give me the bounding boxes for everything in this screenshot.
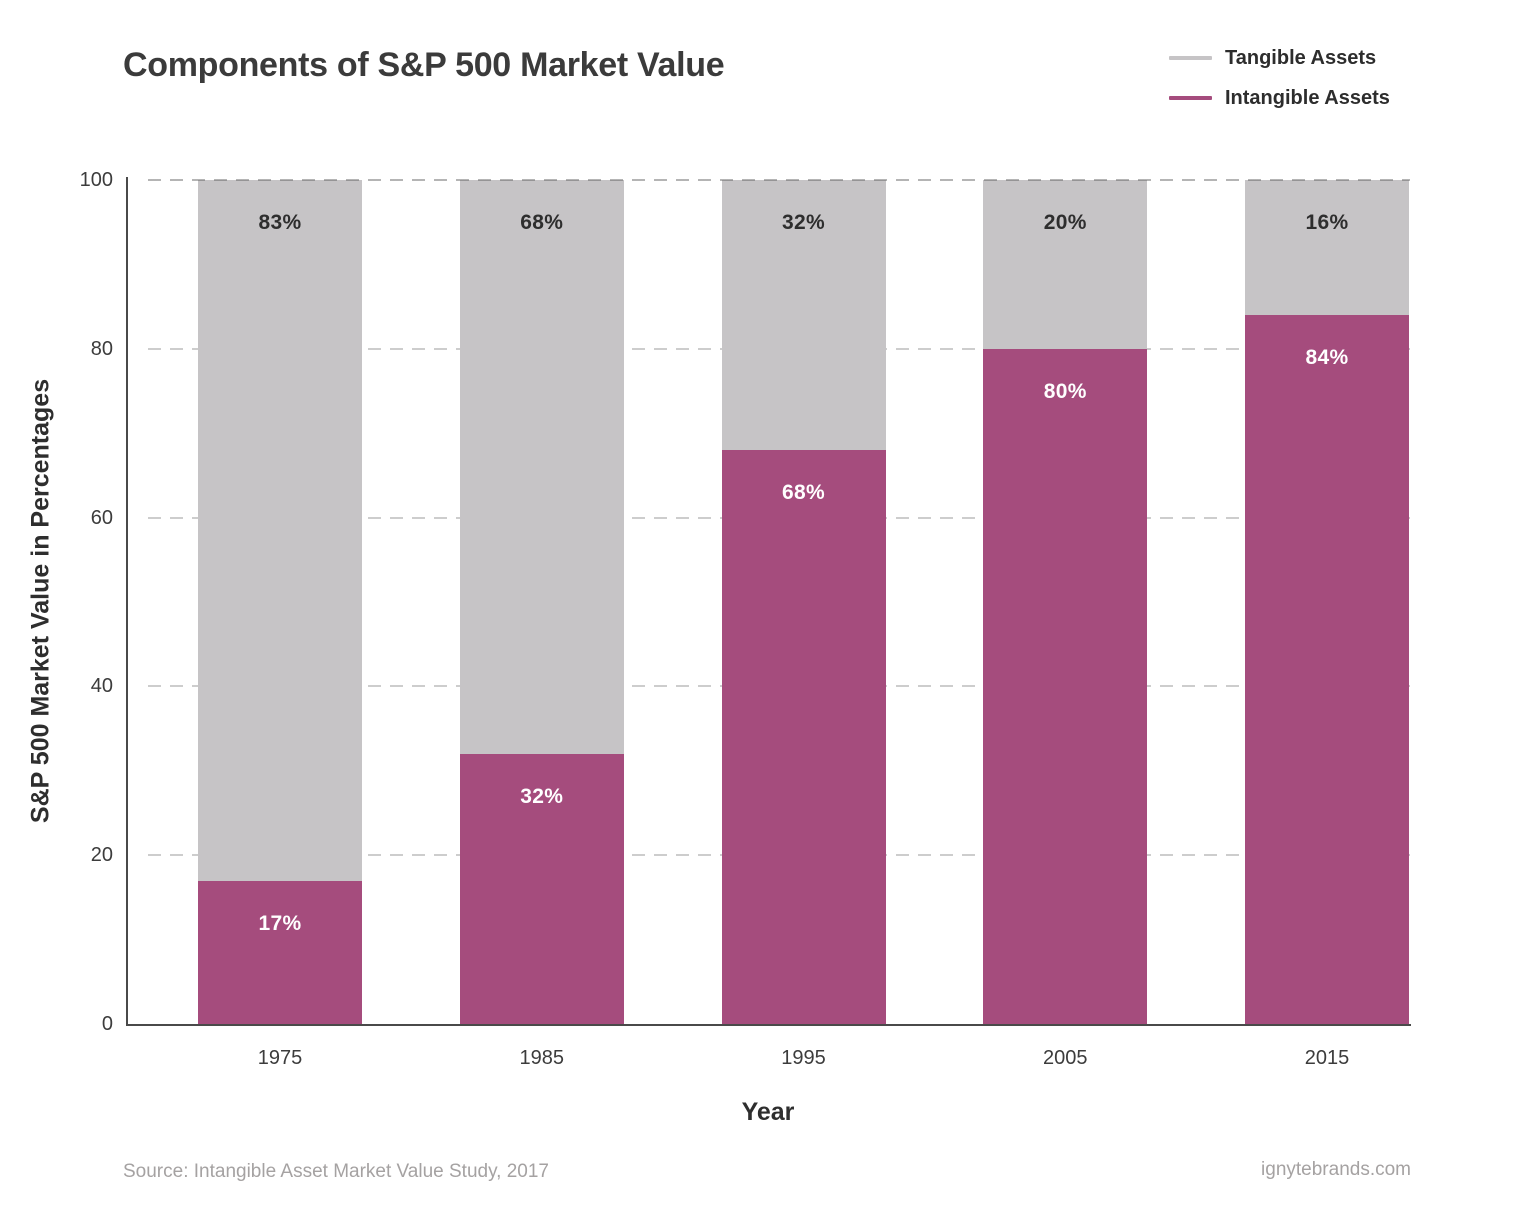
bar-value-label: 32% [782, 211, 825, 234]
y-tick-label-60: 60 [90, 506, 113, 529]
bar-segment-tangible-assets-2015: 16% [1245, 180, 1409, 316]
tangible-swatch-line [1169, 56, 1212, 60]
legend-label-tangible: Tangible Assets [1225, 46, 1377, 69]
x-tick-label-1975: 1975 [257, 1047, 303, 1069]
legend-item-tangible: Tangible Assets [1169, 38, 1390, 78]
x-tick-label-1995: 1995 [781, 1047, 826, 1069]
y-axis-line [126, 177, 128, 1026]
x-tick-label-2005: 2005 [1043, 1047, 1088, 1069]
bar-segment-intangible-assets-2015: 84% [1245, 315, 1409, 1024]
bar-value-label: 16% [1305, 211, 1349, 234]
bar-value-label: 68% [520, 211, 564, 234]
gridline-100 [148, 179, 1410, 181]
legend-item-intangible: Intangible Assets [1169, 78, 1390, 118]
source-note: Source: Intangible Asset Market Value St… [123, 1161, 549, 1182]
x-axis-title: Year [741, 1098, 795, 1126]
y-tick-label-20: 20 [90, 844, 113, 867]
bar-value-label: 83% [258, 211, 302, 234]
y-tick-label-100: 100 [79, 169, 113, 191]
bar-segment-tangible-assets-1985: 68% [459, 180, 624, 754]
bar-value-label: 80% [1043, 379, 1087, 403]
bar-2005: 20% 80% [983, 180, 1148, 1024]
y-tick-label-0: 0 [101, 1013, 113, 1035]
y-tick-label-80: 80 [90, 337, 113, 360]
page-title: Components of S&P 500 Market Value [123, 46, 725, 84]
intangible-swatch-line [1169, 96, 1212, 100]
x-tick-label-1985: 1985 [519, 1047, 565, 1069]
bar-value-label: 32% [520, 784, 564, 808]
bar-1985: 68% 32% [459, 180, 624, 1024]
x-tick-label-2015: 2015 [1304, 1047, 1350, 1069]
bar-value-label: 84% [1305, 346, 1349, 370]
bar-segment-tangible-assets-1975: 83% [198, 180, 362, 881]
bar-2015: 16% 84% [1245, 180, 1409, 1024]
bar-segment-tangible-assets-1995: 32% [721, 180, 886, 451]
bar-segment-tangible-assets-2005: 20% [983, 180, 1148, 349]
bar-value-label: 68% [782, 481, 825, 505]
bar-segment-intangible-assets-1995: 68% [721, 450, 886, 1024]
bar-segment-intangible-assets-2005: 80% [983, 348, 1148, 1024]
y-axis-title: S&P 500 Market Value in Percentages [26, 378, 55, 824]
bar-1975: 83% 17% [198, 180, 362, 1024]
bar-segment-intangible-assets-1975: 17% [198, 880, 362, 1024]
bar-segment-intangible-assets-1985: 32% [459, 753, 624, 1024]
bar-value-label: 20% [1043, 211, 1087, 234]
legend-label-intangible: Intangible Assets [1225, 86, 1390, 109]
legend: Tangible Assets Intangible Assets [1169, 38, 1390, 118]
x-axis-line [126, 1024, 1411, 1026]
website-credit: ignytebrands.com [1261, 1159, 1411, 1180]
bar-1995: 32% 68% [721, 180, 886, 1024]
y-tick-label-40: 40 [90, 675, 113, 698]
bar-value-label: 17% [258, 911, 302, 935]
